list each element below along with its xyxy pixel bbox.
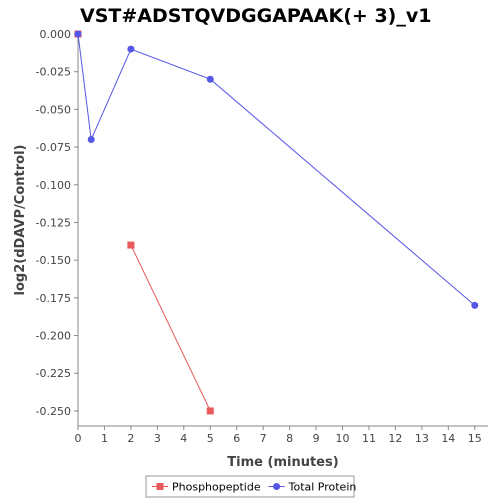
y-tick-label: -0.075 [36, 141, 71, 154]
data-point-total-protein [74, 30, 82, 38]
data-point-total-protein [127, 45, 135, 53]
y-tick-label: -0.150 [36, 254, 71, 267]
plot-background [78, 34, 488, 426]
x-tick-label: 15 [468, 432, 482, 445]
x-tick-label: 10 [336, 432, 350, 445]
x-tick-label: 8 [286, 432, 293, 445]
y-axis: 0.000 -0.025 -0.050 -0.075 -0.100 -0.125 -0.15… [36, 28, 78, 418]
x-tick-label: 12 [388, 432, 402, 445]
y-tick-label: -0.125 [36, 216, 71, 229]
x-tick-label: 6 [233, 432, 240, 445]
data-point-phosphopeptide [206, 407, 214, 415]
legend-marker-phosphopeptide [156, 483, 164, 490]
x-tick-label: 0 [75, 432, 82, 445]
series-layer [74, 30, 479, 415]
x-tick-label: 7 [260, 432, 267, 445]
chart-title: VST#ADSTQVDGGAPAAK(+ 3)_v1 [80, 5, 431, 27]
y-tick-label: -0.200 [36, 330, 71, 343]
y-tick-label: -0.100 [36, 179, 71, 192]
y-tick-label: -0.250 [36, 405, 71, 418]
x-tick-label: 1 [101, 432, 108, 445]
y-tick-label: -0.050 [36, 103, 71, 116]
data-point-total-protein [87, 136, 95, 144]
y-tick-label: -0.175 [36, 292, 71, 305]
data-point-phosphopeptide [127, 241, 135, 249]
x-tick-label: 13 [415, 432, 429, 445]
y-tick-label: -0.225 [36, 367, 71, 380]
series-total-protein [74, 30, 479, 309]
x-tick-label: 3 [154, 432, 161, 445]
y-axis-label: log2(dDAVP/Control) [13, 145, 28, 296]
x-axis-label: Time (minutes) [227, 455, 338, 470]
legend-label-total-protein: Total Protein [288, 481, 357, 494]
x-tick-label: 2 [127, 432, 134, 445]
y-tick-label: -0.025 [36, 66, 71, 79]
x-tick-label: 11 [362, 432, 376, 445]
y-tick-label: 0.000 [40, 28, 72, 41]
data-point-total-protein [206, 75, 214, 83]
x-tick-label: 4 [180, 432, 187, 445]
legend-label-phosphopeptide: Phosphopeptide [172, 481, 261, 494]
x-axis: 0 1 2 3 4 5 6 7 8 9 10 11 12 13 14 15 [75, 426, 482, 445]
legend-marker-total-protein [273, 483, 281, 490]
legend-box [145, 475, 355, 498]
series-line-phosphopeptide [130, 244, 211, 412]
data-point-total-protein [471, 301, 479, 309]
x-tick-label: 9 [313, 432, 320, 445]
x-tick-label: 14 [441, 432, 455, 445]
x-tick-label: 5 [207, 432, 214, 445]
plot-area [77, 34, 488, 427]
legend: Phosphopeptide Total Protein [145, 475, 357, 498]
